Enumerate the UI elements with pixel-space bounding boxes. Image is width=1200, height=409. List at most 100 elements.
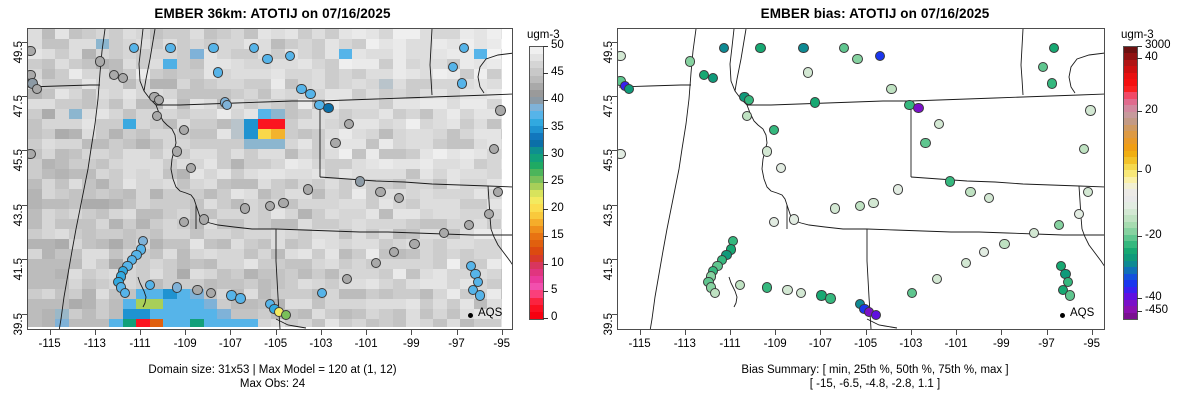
site-marker[interactable] (775, 162, 786, 173)
site-marker[interactable] (809, 97, 820, 108)
site-marker[interactable] (341, 274, 352, 285)
site-marker[interactable] (483, 208, 495, 220)
model-map-plot-area[interactable] (27, 28, 513, 330)
site-marker[interactable] (28, 45, 36, 56)
site-marker[interactable] (459, 42, 470, 54)
site-marker[interactable] (199, 214, 210, 225)
site-marker[interactable] (798, 42, 809, 54)
site-marker[interactable] (1037, 61, 1049, 73)
site-marker[interactable] (1046, 78, 1058, 89)
site-marker[interactable] (296, 83, 307, 95)
site-marker[interactable] (285, 51, 296, 62)
bias-map-plot-area[interactable] (617, 28, 1105, 330)
site-marker[interactable] (1058, 285, 1069, 296)
site-marker[interactable] (965, 187, 976, 198)
site-marker[interactable] (120, 287, 131, 299)
site-marker[interactable] (343, 119, 355, 130)
site-marker[interactable] (192, 285, 203, 296)
site-marker[interactable] (945, 176, 956, 187)
site-marker[interactable] (305, 89, 316, 100)
site-marker[interactable] (1078, 143, 1089, 154)
site-marker[interactable] (913, 102, 924, 114)
site-marker[interactable] (456, 78, 468, 89)
site-marker[interactable] (153, 94, 165, 105)
site-marker[interactable] (389, 246, 400, 258)
site-marker[interactable] (355, 176, 366, 187)
site-marker[interactable] (264, 200, 276, 211)
site-marker[interactable] (463, 219, 474, 231)
site-marker[interactable] (707, 72, 719, 84)
site-marker[interactable] (323, 102, 334, 114)
site-marker[interactable] (468, 285, 479, 296)
site-marker[interactable] (280, 309, 291, 320)
site-marker[interactable] (235, 293, 246, 304)
site-marker[interactable] (495, 105, 506, 116)
site-marker[interactable] (782, 285, 793, 296)
site-marker[interactable] (624, 83, 635, 95)
site-marker[interactable] (768, 217, 780, 228)
site-marker[interactable] (755, 42, 766, 54)
site-marker[interactable] (28, 149, 36, 160)
site-marker[interactable] (178, 124, 190, 135)
site-marker[interactable] (983, 192, 994, 203)
site-marker[interactable] (875, 51, 886, 62)
site-marker[interactable] (474, 290, 486, 301)
site-marker[interactable] (488, 143, 499, 154)
site-marker[interactable] (262, 53, 273, 65)
site-marker[interactable] (825, 293, 836, 304)
site-marker[interactable] (743, 94, 755, 105)
site-marker[interactable] (1073, 208, 1085, 220)
site-marker[interactable] (1085, 105, 1096, 116)
site-marker[interactable] (768, 124, 780, 135)
site-marker[interactable] (129, 42, 140, 54)
site-marker[interactable] (1062, 276, 1073, 288)
site-marker[interactable] (734, 279, 746, 290)
site-marker[interactable] (493, 187, 504, 198)
bias-observation-points[interactable] (618, 29, 1104, 329)
site-marker[interactable] (1064, 290, 1076, 301)
site-marker[interactable] (920, 138, 931, 149)
site-marker[interactable] (618, 51, 626, 62)
site-marker[interactable] (316, 287, 328, 299)
site-marker[interactable] (893, 184, 904, 195)
site-marker[interactable] (370, 257, 382, 269)
site-marker[interactable] (710, 287, 721, 299)
site-marker[interactable] (185, 162, 196, 173)
site-marker[interactable] (95, 56, 106, 67)
site-marker[interactable] (868, 197, 879, 209)
site-marker[interactable] (719, 42, 730, 54)
site-marker[interactable] (447, 61, 459, 73)
site-marker[interactable] (248, 42, 260, 54)
site-marker[interactable] (854, 200, 866, 211)
site-marker[interactable] (172, 282, 183, 293)
site-marker[interactable] (1049, 42, 1060, 54)
site-marker[interactable] (852, 53, 863, 65)
site-marker[interactable] (278, 197, 289, 209)
site-marker[interactable] (330, 138, 341, 149)
site-marker[interactable] (979, 246, 990, 258)
site-marker[interactable] (1028, 227, 1040, 239)
site-marker[interactable] (618, 149, 626, 160)
site-marker[interactable] (393, 192, 404, 203)
site-marker[interactable] (178, 217, 190, 228)
site-marker[interactable] (870, 309, 881, 320)
site-marker[interactable] (931, 274, 942, 285)
site-marker[interactable] (117, 72, 129, 84)
site-marker[interactable] (409, 238, 420, 250)
site-marker[interactable] (221, 100, 233, 111)
site-marker[interactable] (829, 203, 841, 214)
site-marker[interactable] (741, 110, 752, 122)
site-marker[interactable] (165, 42, 176, 54)
site-marker[interactable] (239, 203, 251, 214)
site-marker[interactable] (205, 287, 217, 299)
site-marker[interactable] (960, 257, 972, 269)
site-marker[interactable] (208, 42, 219, 54)
site-marker[interactable] (795, 287, 807, 299)
site-marker[interactable] (762, 146, 773, 157)
site-marker[interactable] (172, 146, 183, 157)
site-marker[interactable] (438, 227, 450, 239)
site-marker[interactable] (886, 83, 897, 95)
site-marker[interactable] (762, 282, 773, 293)
site-marker[interactable] (1053, 219, 1064, 231)
site-marker[interactable] (933, 119, 945, 130)
